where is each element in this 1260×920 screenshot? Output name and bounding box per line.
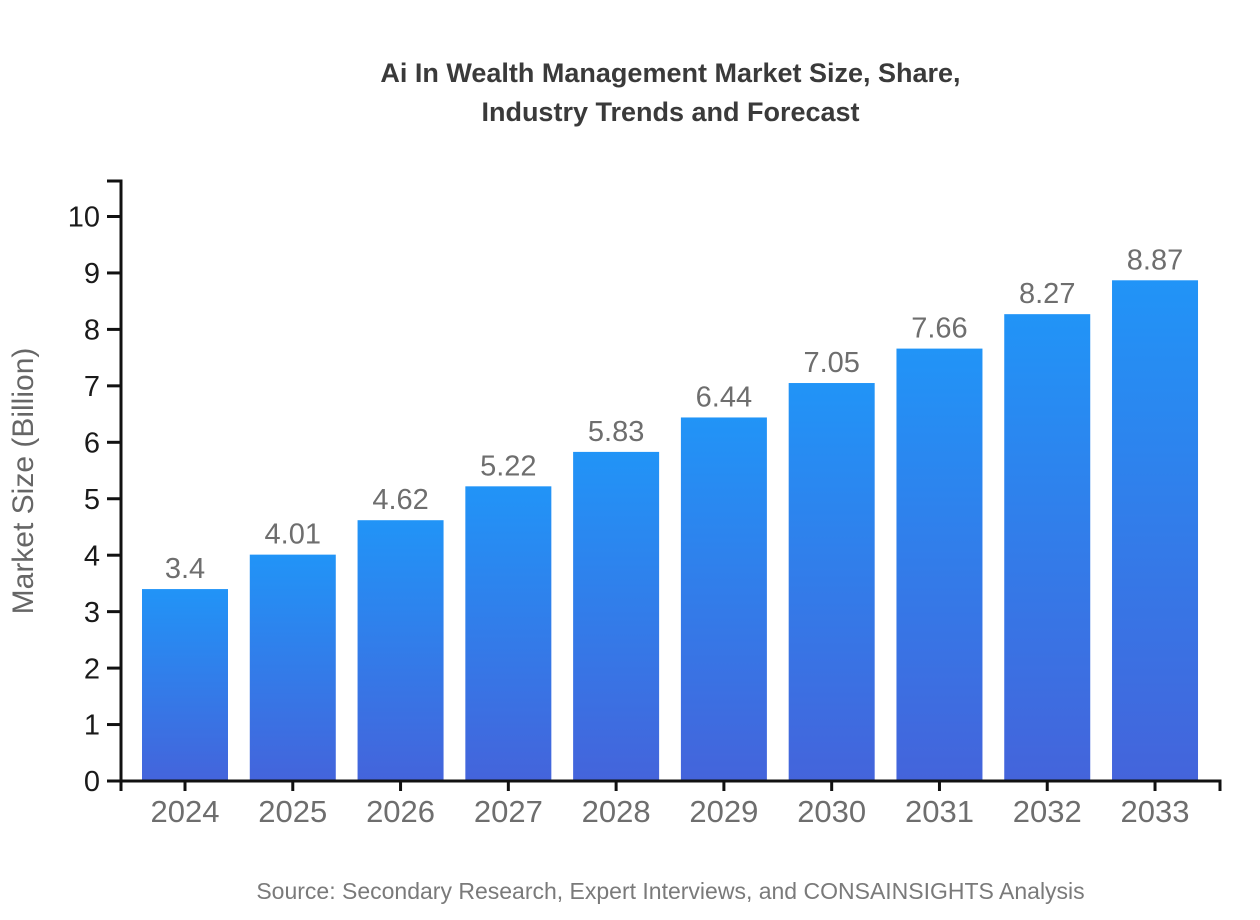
x-tick-label: 2031 (905, 794, 974, 829)
y-axis-line (107, 179, 123, 791)
y-tick-label: 0 (84, 766, 100, 798)
bar-value-label: 7.05 (803, 347, 859, 379)
y-tick-label: 7 (84, 371, 100, 403)
bar-2026 (357, 520, 444, 781)
bar-value-label: 8.27 (1019, 278, 1075, 310)
x-tick-label: 2026 (366, 794, 435, 829)
y-tick-label: 2 (84, 653, 100, 685)
chart-title-line-1: Ai In Wealth Management Market Size, Sha… (380, 58, 961, 88)
bar-value-label: 4.01 (265, 519, 321, 551)
chart-title: Ai In Wealth Management Market Size, Sha… (121, 54, 1220, 132)
x-tick-label: 2029 (689, 794, 758, 829)
bar-2032 (1004, 314, 1091, 781)
bar-value-label: 5.22 (480, 450, 536, 482)
x-tick-label: 2024 (151, 794, 220, 829)
x-tick-label: 2027 (474, 794, 543, 829)
bar-2033 (1112, 280, 1199, 781)
y-tick-label: 4 (84, 540, 100, 572)
bar-value-label: 5.83 (588, 416, 644, 448)
bar-2025 (249, 554, 336, 781)
bar-2028 (573, 451, 660, 781)
y-tick-label: 6 (84, 427, 100, 459)
x-tick-label: 2033 (1121, 794, 1190, 829)
bar-2024 (142, 589, 228, 781)
chart-title-line-2: Industry Trends and Forecast (481, 97, 860, 127)
x-tick-label: 2025 (258, 794, 327, 829)
bar-2029 (680, 417, 767, 781)
x-tick-label: 2032 (1013, 794, 1082, 829)
bar-value-label: 4.62 (372, 484, 428, 516)
bar-value-label: 7.66 (911, 313, 967, 345)
x-tick-label: 2028 (582, 794, 651, 829)
y-tick-label: 10 (68, 202, 100, 234)
bar-value-label: 3.4 (165, 553, 205, 585)
bar-2030 (788, 383, 875, 781)
bar-2027 (465, 486, 552, 781)
bar-value-label: 6.44 (696, 381, 752, 413)
bar-value-label: 8.87 (1127, 244, 1183, 276)
x-axis-line (121, 779, 1222, 791)
y-axis-title: Market Size (Billion) (7, 348, 40, 615)
x-tick-label: 2030 (797, 794, 866, 829)
y-tick-label: 8 (84, 315, 100, 347)
y-tick-label: 9 (84, 258, 100, 290)
y-tick-label: 5 (84, 484, 100, 516)
y-tick-label: 1 (84, 710, 100, 742)
y-tick-label: 3 (84, 597, 100, 629)
chart-source: Source: Secondary Research, Expert Inter… (256, 878, 1085, 904)
bar-2031 (896, 348, 983, 781)
